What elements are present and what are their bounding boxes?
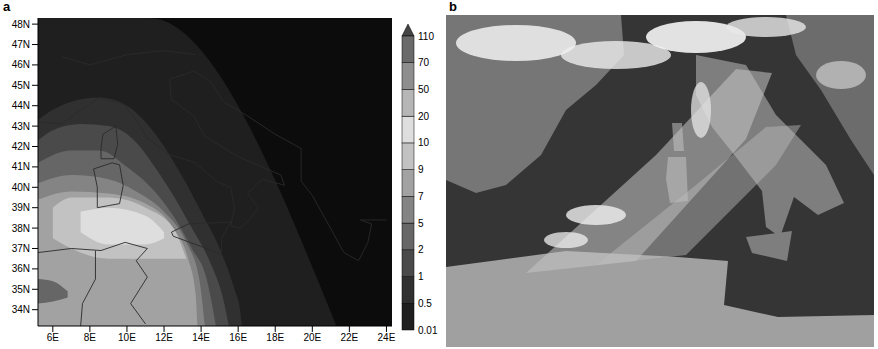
svg-text:0.5: 0.5 <box>418 298 432 309</box>
svg-text:6E: 6E <box>47 332 60 343</box>
svg-text:34N: 34N <box>12 304 30 315</box>
svg-text:42N: 42N <box>12 141 30 152</box>
svg-text:44N: 44N <box>12 100 30 111</box>
svg-text:47N: 47N <box>12 39 30 50</box>
svg-text:37N: 37N <box>12 243 30 254</box>
svg-text:38N: 38N <box>12 223 30 234</box>
svg-text:1: 1 <box>418 271 424 282</box>
svg-text:18E: 18E <box>266 332 284 343</box>
svg-text:2: 2 <box>418 244 424 255</box>
svg-text:8E: 8E <box>84 332 97 343</box>
svg-text:40N: 40N <box>12 182 30 193</box>
html-text:a: a <box>3 0 11 14</box>
svg-text:39N: 39N <box>12 202 30 213</box>
svg-text:5: 5 <box>418 218 424 229</box>
svg-text:10E: 10E <box>118 332 136 343</box>
svg-text:35N: 35N <box>12 284 30 295</box>
svg-text:70: 70 <box>418 57 430 68</box>
svg-text:20: 20 <box>418 111 430 122</box>
svg-text:0.01: 0.01 <box>418 325 438 336</box>
svg-text:12E: 12E <box>155 332 173 343</box>
svg-text:10: 10 <box>418 137 430 148</box>
html-text:b: b <box>449 0 457 14</box>
svg-text:22E: 22E <box>340 332 358 343</box>
svg-text:14E: 14E <box>192 332 210 343</box>
svg-text:24E: 24E <box>378 332 396 343</box>
svg-text:43N: 43N <box>12 121 30 132</box>
svg-text:110: 110 <box>418 31 434 42</box>
svg-text:9: 9 <box>418 164 424 175</box>
svg-text:20E: 20E <box>303 332 321 343</box>
svg-text:36N: 36N <box>12 263 30 274</box>
svg-text:48N: 48N <box>12 19 30 30</box>
svg-text:46N: 46N <box>12 59 30 70</box>
svg-text:45N: 45N <box>12 80 30 91</box>
svg-text:7: 7 <box>418 191 424 202</box>
svg-text:16E: 16E <box>229 332 247 343</box>
svg-text:50: 50 <box>418 84 430 95</box>
svg-text:41N: 41N <box>12 161 30 172</box>
